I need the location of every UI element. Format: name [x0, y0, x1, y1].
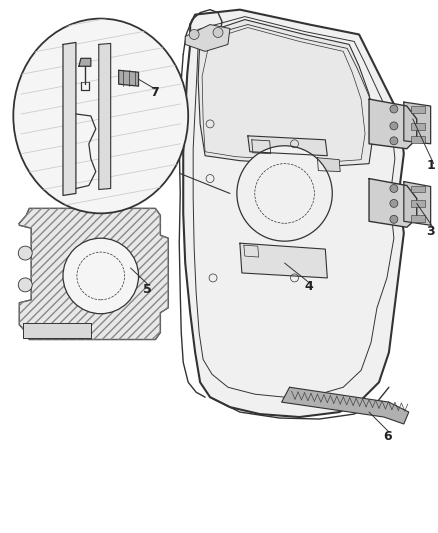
Polygon shape [99, 43, 111, 190]
Circle shape [189, 29, 199, 39]
Polygon shape [318, 158, 340, 172]
Bar [411, 123, 425, 130]
Bar [411, 136, 425, 143]
Circle shape [390, 105, 398, 113]
Text: 5: 5 [144, 283, 152, 296]
Polygon shape [198, 20, 374, 166]
Circle shape [213, 28, 223, 37]
Bar [411, 215, 425, 222]
Polygon shape [404, 102, 431, 144]
Bar [411, 185, 425, 192]
Polygon shape [369, 99, 417, 149]
Polygon shape [248, 136, 327, 156]
Circle shape [390, 122, 398, 130]
Text: 1: 1 [427, 159, 435, 172]
Circle shape [390, 137, 398, 145]
Polygon shape [369, 179, 417, 227]
Text: 3: 3 [427, 225, 435, 238]
Circle shape [18, 278, 32, 292]
Text: 7: 7 [150, 86, 159, 99]
Circle shape [390, 199, 398, 207]
Circle shape [63, 238, 138, 314]
Polygon shape [404, 182, 431, 225]
Ellipse shape [13, 19, 188, 213]
Bar [411, 106, 425, 113]
Polygon shape [183, 10, 404, 417]
Circle shape [237, 146, 332, 241]
Circle shape [390, 184, 398, 192]
Circle shape [18, 246, 32, 260]
Text: 6: 6 [383, 430, 392, 443]
Polygon shape [23, 322, 91, 337]
Polygon shape [282, 387, 409, 424]
Polygon shape [79, 58, 91, 66]
Polygon shape [19, 208, 168, 340]
Polygon shape [63, 43, 76, 196]
Polygon shape [240, 243, 327, 278]
Bar [411, 200, 425, 207]
Polygon shape [185, 25, 230, 51]
Polygon shape [119, 70, 138, 86]
Circle shape [390, 215, 398, 223]
Text: 4: 4 [304, 280, 313, 293]
